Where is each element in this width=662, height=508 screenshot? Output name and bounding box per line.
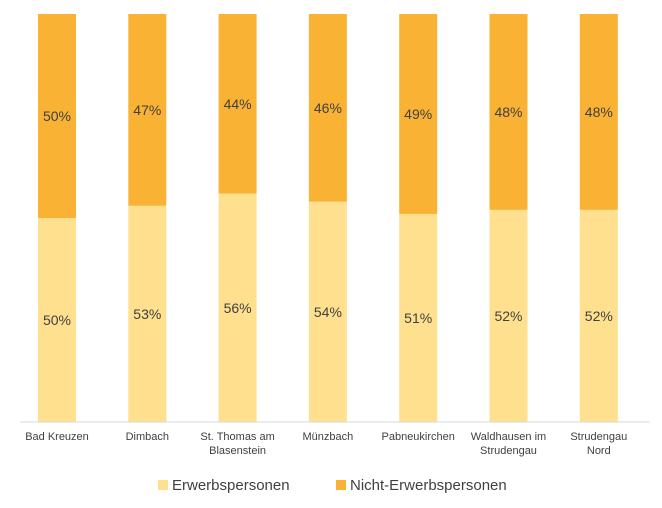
x-tick-label-5-0: Waldhausen im (471, 431, 546, 443)
x-tick-label-1-0: Dimbach (126, 431, 169, 443)
bar-nicht-erwerbspersonen-4 (399, 14, 438, 214)
data-label-erwerbspersonen-0: 50% (43, 312, 71, 328)
data-label-nicht-erwerbspersonen-2: 44% (224, 96, 252, 112)
bar-nicht-erwerbspersonen-5 (489, 14, 528, 210)
data-label-erwerbspersonen-1: 53% (133, 306, 161, 322)
data-label-nicht-erwerbspersonen-4: 49% (404, 106, 432, 122)
legend: Erwerbspersonen Nicht-Erwerbspersonen (158, 477, 507, 494)
bar-erwerbspersonen-4 (399, 213, 438, 422)
bar-erwerbspersonen-3 (308, 201, 347, 422)
legend-label-nicht-erwerbspersonen: Nicht-Erwerbspersonen (350, 477, 507, 494)
data-label-erwerbspersonen-6: 52% (585, 308, 613, 324)
data-label-nicht-erwerbspersonen-1: 47% (133, 102, 161, 118)
data-label-erwerbspersonen-4: 51% (404, 310, 432, 326)
data-label-nicht-erwerbspersonen-5: 48% (494, 104, 522, 120)
bar-erwerbspersonen-2 (218, 193, 257, 422)
data-label-nicht-erwerbspersonen-3: 46% (314, 100, 342, 116)
x-tick-label-6-1: Nord (587, 445, 611, 457)
bar-erwerbspersonen-6 (579, 209, 618, 422)
bar-nicht-erwerbspersonen-3 (308, 14, 347, 202)
x-tick-label-3-0: Münzbach (303, 431, 354, 443)
x-tick-label-0-0: Bad Kreuzen (25, 431, 89, 443)
legend-label-erwerbspersonen: Erwerbspersonen (172, 477, 290, 494)
x-tick-label-5-1: Strudengau (480, 445, 537, 457)
bar-erwerbspersonen-0 (38, 218, 76, 422)
bar-erwerbspersonen-5 (489, 209, 528, 422)
bar-nicht-erwerbspersonen-2 (218, 14, 257, 194)
data-label-erwerbspersonen-5: 52% (494, 308, 522, 324)
bar-nicht-erwerbspersonen-6 (579, 14, 618, 210)
bar-nicht-erwerbspersonen-1 (128, 14, 167, 206)
x-tick-label-4-0: Pabneukirchen (382, 431, 455, 443)
bars-group: 50% 50% 53% 47% 56% 44% 54% 46% 51% 49% 52% 48% 52% 4… (38, 14, 618, 422)
legend-swatch-erwerbspersonen (158, 480, 168, 490)
data-label-erwerbspersonen-2: 56% (224, 300, 252, 316)
bar-erwerbspersonen-1 (128, 205, 167, 422)
x-tick-label-2-0: St. Thomas am (200, 431, 274, 443)
x-tick-labels: Bad Kreuzen Dimbach St. Thomas am Blasenste… (25, 431, 627, 457)
x-tick-label-2-1: Blasenstein (209, 445, 266, 457)
legend-swatch-nicht-erwerbspersonen (336, 480, 346, 490)
bar-nicht-erwerbspersonen-0 (38, 14, 76, 218)
data-label-erwerbspersonen-3: 54% (314, 304, 342, 320)
x-tick-label-6-0: Strudengau (570, 431, 627, 443)
data-label-nicht-erwerbspersonen-6: 48% (585, 104, 613, 120)
data-label-nicht-erwerbspersonen-0: 50% (43, 108, 71, 124)
